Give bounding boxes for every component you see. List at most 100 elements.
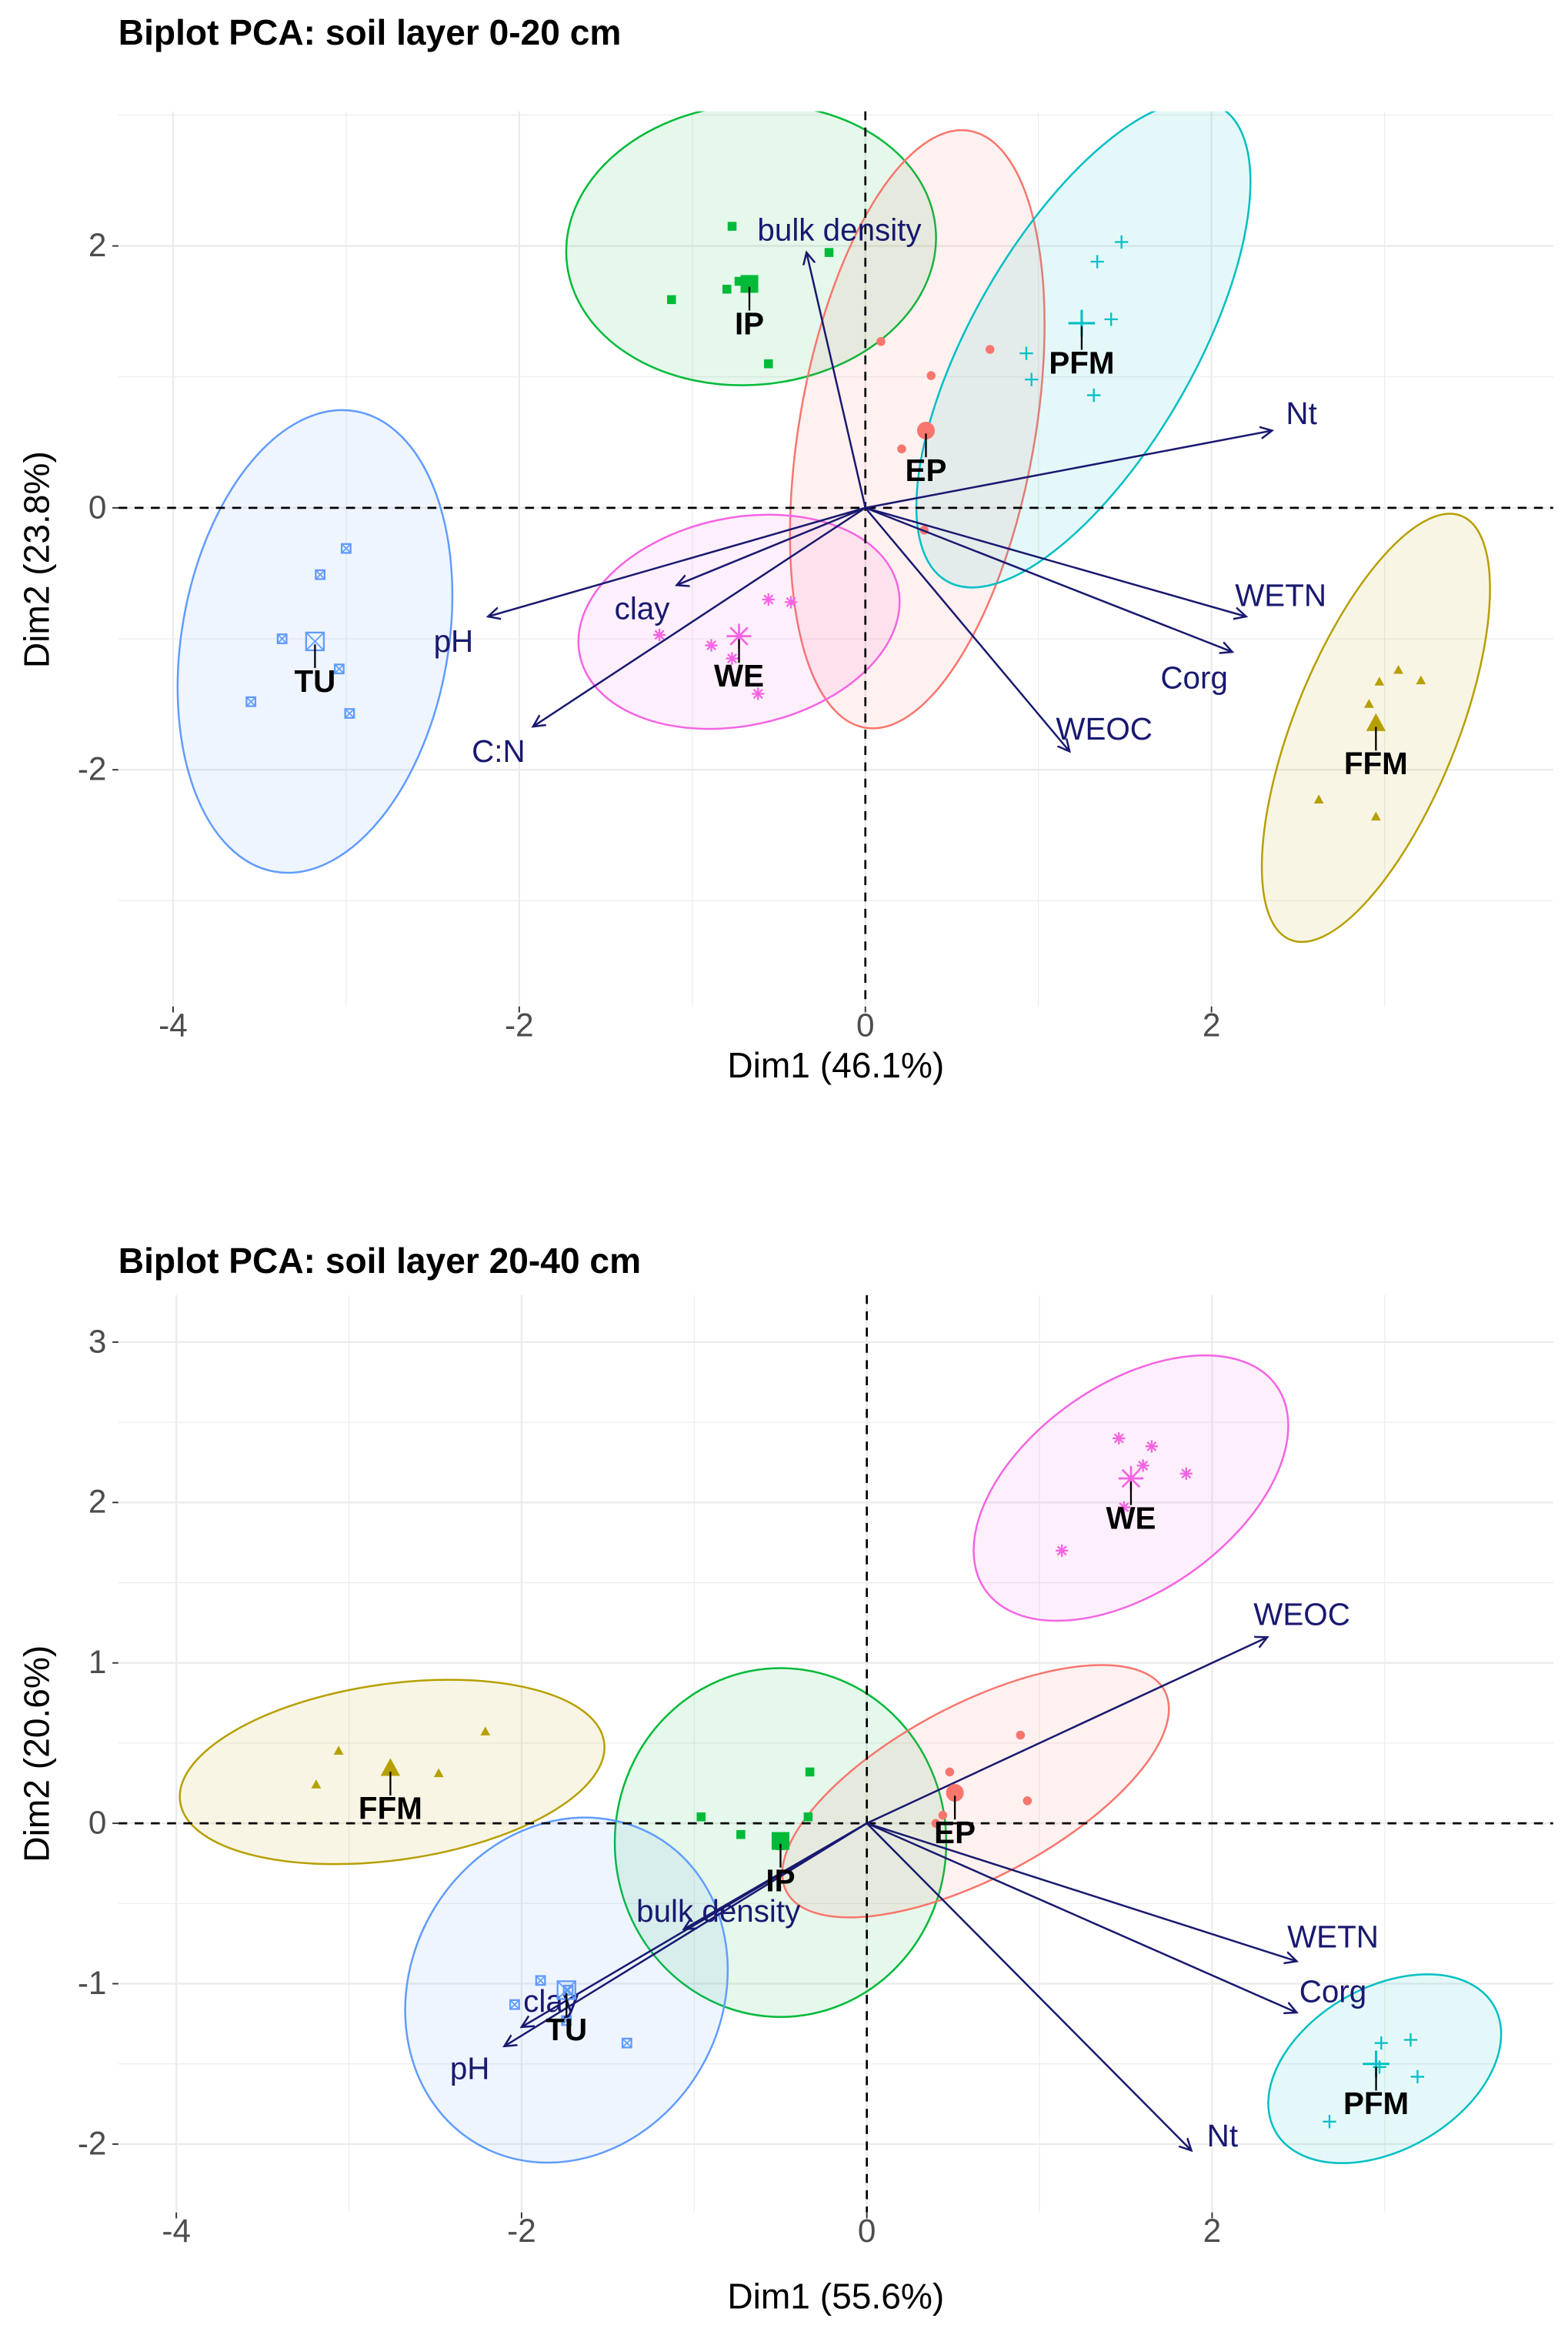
data-point-ep: [938, 1810, 948, 1820]
confidence-ellipse-ip: [565, 111, 937, 386]
variable-label: clay: [523, 1983, 579, 2019]
data-point-tu: [276, 633, 288, 644]
loading-arrow-clay: [677, 506, 866, 585]
data-point-ffm: [433, 1768, 444, 1778]
variable-label: C:N: [472, 733, 525, 769]
x-tick-label: -4: [162, 2213, 191, 2249]
group-centroid-ep: [916, 421, 936, 440]
group-label-ep: EP: [906, 453, 947, 488]
chart-title-top: Biplot PCA: soil layer 0-20 cm: [118, 12, 622, 52]
x-axis-title-top: Dim1 (46.1%): [727, 1045, 944, 1085]
data-point-pfm: [1403, 2033, 1418, 2047]
data-point-pfm: [1090, 255, 1104, 269]
data-point-tu: [340, 543, 352, 554]
group-centroid-ffm: [1366, 713, 1386, 731]
data-point-tu: [344, 708, 355, 719]
group-label-pfm: PFM: [1343, 2086, 1409, 2121]
x-tick-label: -4: [158, 1007, 188, 1043]
data-point-ip: [727, 222, 737, 231]
y-tick-label: -1: [78, 1965, 107, 2001]
data-point-ep: [926, 371, 936, 380]
variable-label: WETN: [1287, 1919, 1379, 1955]
plot-area: WEOC WETN Corg Nt pH clay bulk density WE FFM IP E…: [118, 1294, 1553, 2213]
data-point-we: [1113, 1431, 1126, 1445]
group-label-we: WE: [714, 658, 764, 693]
data-point-pfm: [1323, 2115, 1336, 2129]
variable-label: bulk density: [636, 1893, 801, 1929]
data-point-ep: [897, 444, 906, 454]
data-point-tu: [621, 2037, 632, 2049]
group-centroid-ip: [771, 1832, 790, 1850]
data-point-we: [784, 596, 798, 609]
loading-arrow-weoc: [866, 1637, 1268, 1825]
x-tick-label: -2: [507, 2213, 536, 2249]
group-label-ffm: FFM: [1344, 746, 1408, 781]
x-tick-label: 2: [1203, 2213, 1222, 2249]
variable-label: WEOC: [1056, 711, 1153, 747]
group-centroid-we: [1118, 1465, 1144, 1492]
loading-arrow-wetn: [865, 506, 1246, 616]
y-axis-title-bottom: Dim2 (20.6%): [16, 1645, 56, 1862]
data-point-ffm: [311, 1779, 322, 1789]
data-point-we: [652, 628, 666, 642]
data-point-tu: [562, 1984, 574, 1996]
variable-label: WETN: [1235, 577, 1326, 613]
variable-label: bulk density: [757, 212, 922, 248]
group-label-tu: TU: [545, 2012, 587, 2047]
data-point-ep: [1023, 1796, 1033, 1806]
group-label-we: WE: [1106, 1500, 1156, 1535]
group-centroid-ep: [946, 1783, 964, 1802]
group-label-ip: IP: [735, 306, 764, 341]
loading-arrow-ph: [504, 1822, 868, 2046]
loading-arrow-bulkdensity: [806, 252, 866, 509]
data-point-we: [1117, 1501, 1131, 1514]
y-tick-label: -2: [78, 751, 107, 787]
data-point-tu: [315, 569, 326, 580]
variable-label: Nt: [1207, 2118, 1238, 2153]
loading-arrow-nt: [865, 430, 1273, 509]
data-point-tu: [509, 1999, 520, 2010]
loading-arrow-corg: [866, 1822, 1297, 2013]
confidence-ellipse-pfm: [1267, 1973, 1503, 2164]
y-tick-label: 2: [88, 227, 107, 263]
data-point-ffm: [1393, 664, 1403, 674]
data-point-pfm: [1374, 2036, 1388, 2050]
data-point-pfm: [1019, 346, 1033, 360]
loading-arrow-bulkdensity: [684, 1822, 868, 1929]
data-point-ep: [1016, 1730, 1026, 1740]
data-point-ffm: [1374, 676, 1385, 686]
data-point-ffm: [1416, 675, 1426, 685]
data-point-we: [1145, 1440, 1158, 1453]
x-tick-label: 2: [1203, 1007, 1221, 1043]
group-label-pfm: PFM: [1049, 345, 1114, 380]
variable-label: WEOC: [1253, 1597, 1350, 1632]
data-point-ffm: [1364, 699, 1374, 708]
data-point-ffm: [480, 1726, 491, 1735]
data-point-ip: [696, 1812, 706, 1822]
data-point-ffm: [1313, 794, 1324, 803]
data-point-pfm: [1410, 2069, 1425, 2084]
data-point-ep: [876, 337, 886, 346]
y-tick-label: 1: [88, 1644, 107, 1680]
variable-label: Corg: [1160, 660, 1227, 696]
group-centroid-ip: [740, 275, 759, 293]
data-point-ip: [722, 284, 732, 294]
loading-arrow-wetn: [866, 1822, 1297, 1961]
group-label-ffm: FFM: [359, 1791, 422, 1826]
data-point-tu: [333, 663, 345, 675]
group-centroid-ffm: [380, 1758, 401, 1776]
data-point-we: [1056, 1544, 1069, 1557]
loading-arrow-nt: [866, 1822, 1192, 2150]
y-tick-label: -2: [78, 2125, 107, 2161]
y-tick-label: 2: [88, 1484, 107, 1520]
data-point-we: [705, 639, 718, 652]
data-point-pfm: [1087, 388, 1101, 403]
data-point-tu: [245, 696, 257, 707]
loading-arrow-corg: [865, 506, 1233, 652]
data-point-ffm: [1371, 811, 1381, 821]
loading-arrow-weoc: [864, 507, 1069, 751]
data-point-ip: [803, 1812, 813, 1822]
